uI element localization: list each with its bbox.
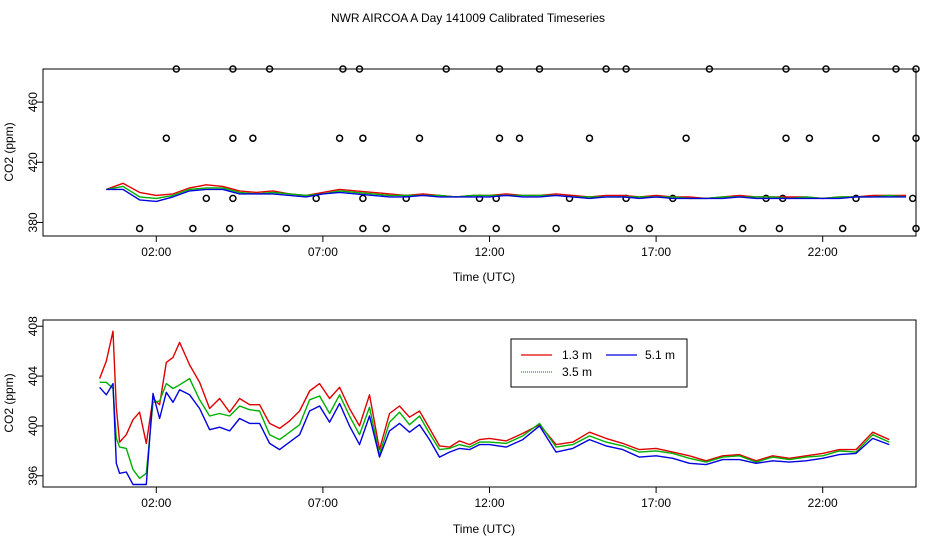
calibration-point	[225, 224, 234, 233]
legend-label-3-5m: 3.5 m	[562, 365, 592, 379]
calibration-point	[495, 134, 504, 142]
calibration-point	[442, 65, 450, 73]
calibration-point	[908, 194, 917, 203]
top-panel: 02:00 07:00 12:00 17:00 22:00 380 420 460 Time…	[2, 65, 920, 284]
legend-label-1-3m: 1.3 m	[562, 348, 592, 362]
calibration-point	[339, 65, 347, 73]
calibration-point	[535, 65, 544, 73]
calibration-point	[359, 194, 367, 203]
calibration-point	[265, 65, 274, 73]
calibration-point	[912, 224, 920, 233]
calibration-point	[189, 224, 197, 233]
calibration-point	[682, 134, 690, 142]
calibration-point	[495, 65, 504, 73]
series-line-5-1-m-bottom	[99, 382, 890, 486]
calibration-point	[738, 224, 747, 233]
calibration-point	[912, 65, 920, 73]
bottom-plot-frame	[42, 319, 917, 488]
y-tick-label: 380	[26, 212, 40, 232]
top-x-ticks: 02:00 07:00 12:00 17:00 22:00	[141, 236, 838, 259]
calibration-point	[552, 224, 560, 233]
legend: 1.3 m 5.1 m 3.5 m	[510, 338, 688, 388]
calibration-point	[359, 134, 367, 142]
bottom-y-ticks: 396 400 404 408	[26, 316, 43, 486]
bottom-series-lines	[98, 330, 890, 486]
x-tick-label: 17:00	[641, 496, 671, 510]
calibration-point	[162, 134, 171, 142]
top-y-axis-title: CO2 (ppm)	[2, 122, 16, 181]
calibration-point	[782, 134, 790, 142]
calibration-point	[645, 224, 654, 233]
calibration-point	[282, 224, 290, 233]
calibration-point	[872, 134, 880, 142]
series-line-5-1-m-top	[106, 188, 906, 203]
y-tick-label: 420	[26, 152, 40, 172]
calibration-point	[312, 194, 320, 203]
calibration-point	[775, 224, 784, 233]
calibration-point	[249, 134, 257, 142]
top-calibration-points	[135, 65, 920, 233]
calibration-point	[838, 224, 847, 233]
calibration-point	[459, 224, 467, 233]
calibration-point	[852, 194, 860, 203]
x-tick-label: 17:00	[641, 245, 671, 259]
calibration-point	[229, 65, 237, 73]
x-tick-label: 07:00	[308, 496, 338, 510]
x-tick-label: 02:00	[141, 245, 171, 259]
series-line-1-3-m-bottom	[98, 330, 890, 462]
y-tick-label: 404	[26, 366, 40, 386]
calibration-point	[602, 65, 610, 73]
calibration-point	[585, 134, 594, 142]
bottom-panel: 02:00 07:00 12:00 17:00 22:00 396 400 404 408 T…	[2, 316, 917, 536]
calibration-point	[202, 194, 211, 203]
calibration-point	[172, 65, 181, 73]
x-tick-label: 07:00	[308, 245, 338, 259]
y-tick-label: 460	[26, 92, 40, 112]
bottom-x-ticks: 02:00 07:00 12:00 17:00 22:00	[141, 487, 838, 510]
calibration-point	[415, 134, 424, 142]
calibration-point	[229, 194, 237, 203]
calibration-point	[229, 134, 237, 142]
calibration-point	[355, 65, 364, 73]
calibration-point	[359, 224, 367, 233]
top-y-ticks: 380 420 460	[26, 92, 43, 232]
top-series-lines	[106, 182, 907, 203]
calibration-point	[822, 65, 830, 73]
legend-label-5-1m: 5.1 m	[645, 348, 675, 362]
calibration-point	[805, 134, 814, 142]
calibration-point	[912, 134, 920, 142]
y-tick-label: 400	[26, 416, 40, 436]
calibration-point	[335, 134, 344, 142]
y-tick-label: 396	[26, 465, 40, 485]
bottom-x-axis-title: Time (UTC)	[453, 522, 515, 536]
calibration-point	[625, 224, 634, 233]
calibration-point	[782, 65, 790, 73]
top-plot-frame	[42, 68, 917, 237]
legend-box	[510, 338, 688, 388]
calibration-point	[892, 65, 900, 73]
x-tick-label: 12:00	[474, 496, 504, 510]
x-tick-label: 22:00	[808, 245, 838, 259]
x-tick-label: 22:00	[808, 496, 838, 510]
bottom-y-axis-title: CO2 (ppm)	[2, 373, 16, 432]
series-line-3-5-m-bottom	[99, 377, 890, 479]
calibration-point	[622, 65, 630, 73]
calibration-point	[705, 65, 714, 73]
x-tick-label: 12:00	[474, 245, 504, 259]
x-tick-label: 02:00	[141, 496, 171, 510]
y-tick-label: 408	[26, 316, 40, 336]
calibration-point	[492, 224, 500, 233]
chart-title: NWR AIRCOA A Day 141009 Calibrated Times…	[331, 11, 605, 25]
calibration-point	[135, 224, 144, 233]
top-x-axis-title: Time (UTC)	[453, 270, 515, 284]
calibration-point	[515, 134, 524, 142]
calibration-point	[382, 224, 390, 233]
